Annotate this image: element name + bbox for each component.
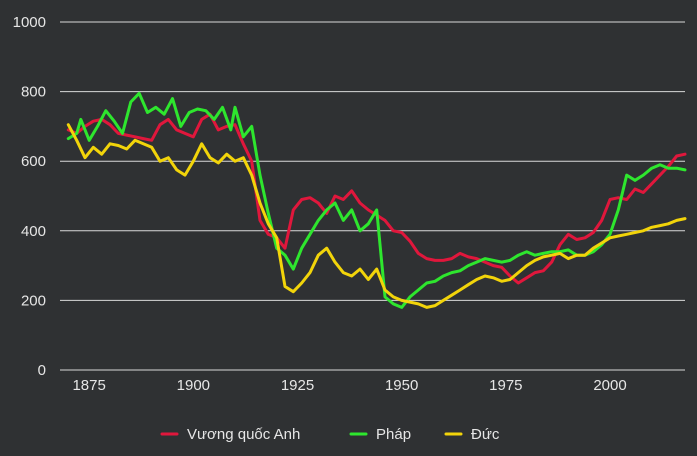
y-tick-label: 800	[21, 84, 46, 101]
y-tick-label: 1000	[13, 14, 46, 31]
x-tick-label: 1900	[177, 377, 210, 394]
x-tick-label: 1925	[281, 377, 314, 394]
legend-label: Vương quốc Anh	[187, 426, 300, 443]
y-axis-ticks: 0 200 400 600 800 1000	[13, 14, 46, 379]
legend: Vương quốc Anh Pháp Đức	[160, 426, 500, 443]
series-line-0	[66, 112, 687, 285]
grid-lines	[60, 21, 685, 371]
x-axis-ticks: 1875 1900 1925 1950 1975 2000	[72, 377, 626, 394]
y-tick-label: 400	[21, 223, 46, 240]
legend-label: Pháp	[376, 426, 411, 443]
y-tick-label: 600	[21, 153, 46, 170]
x-tick-label: 1875	[72, 377, 105, 394]
legend-label: Đức	[471, 426, 500, 443]
y-tick-label: 0	[38, 362, 46, 379]
x-tick-label: 1975	[489, 377, 522, 394]
x-tick-label: 1950	[385, 377, 418, 394]
series-lines	[66, 91, 687, 309]
y-tick-label: 200	[21, 292, 46, 309]
x-tick-label: 2000	[593, 377, 626, 394]
series-line-2	[66, 123, 687, 309]
